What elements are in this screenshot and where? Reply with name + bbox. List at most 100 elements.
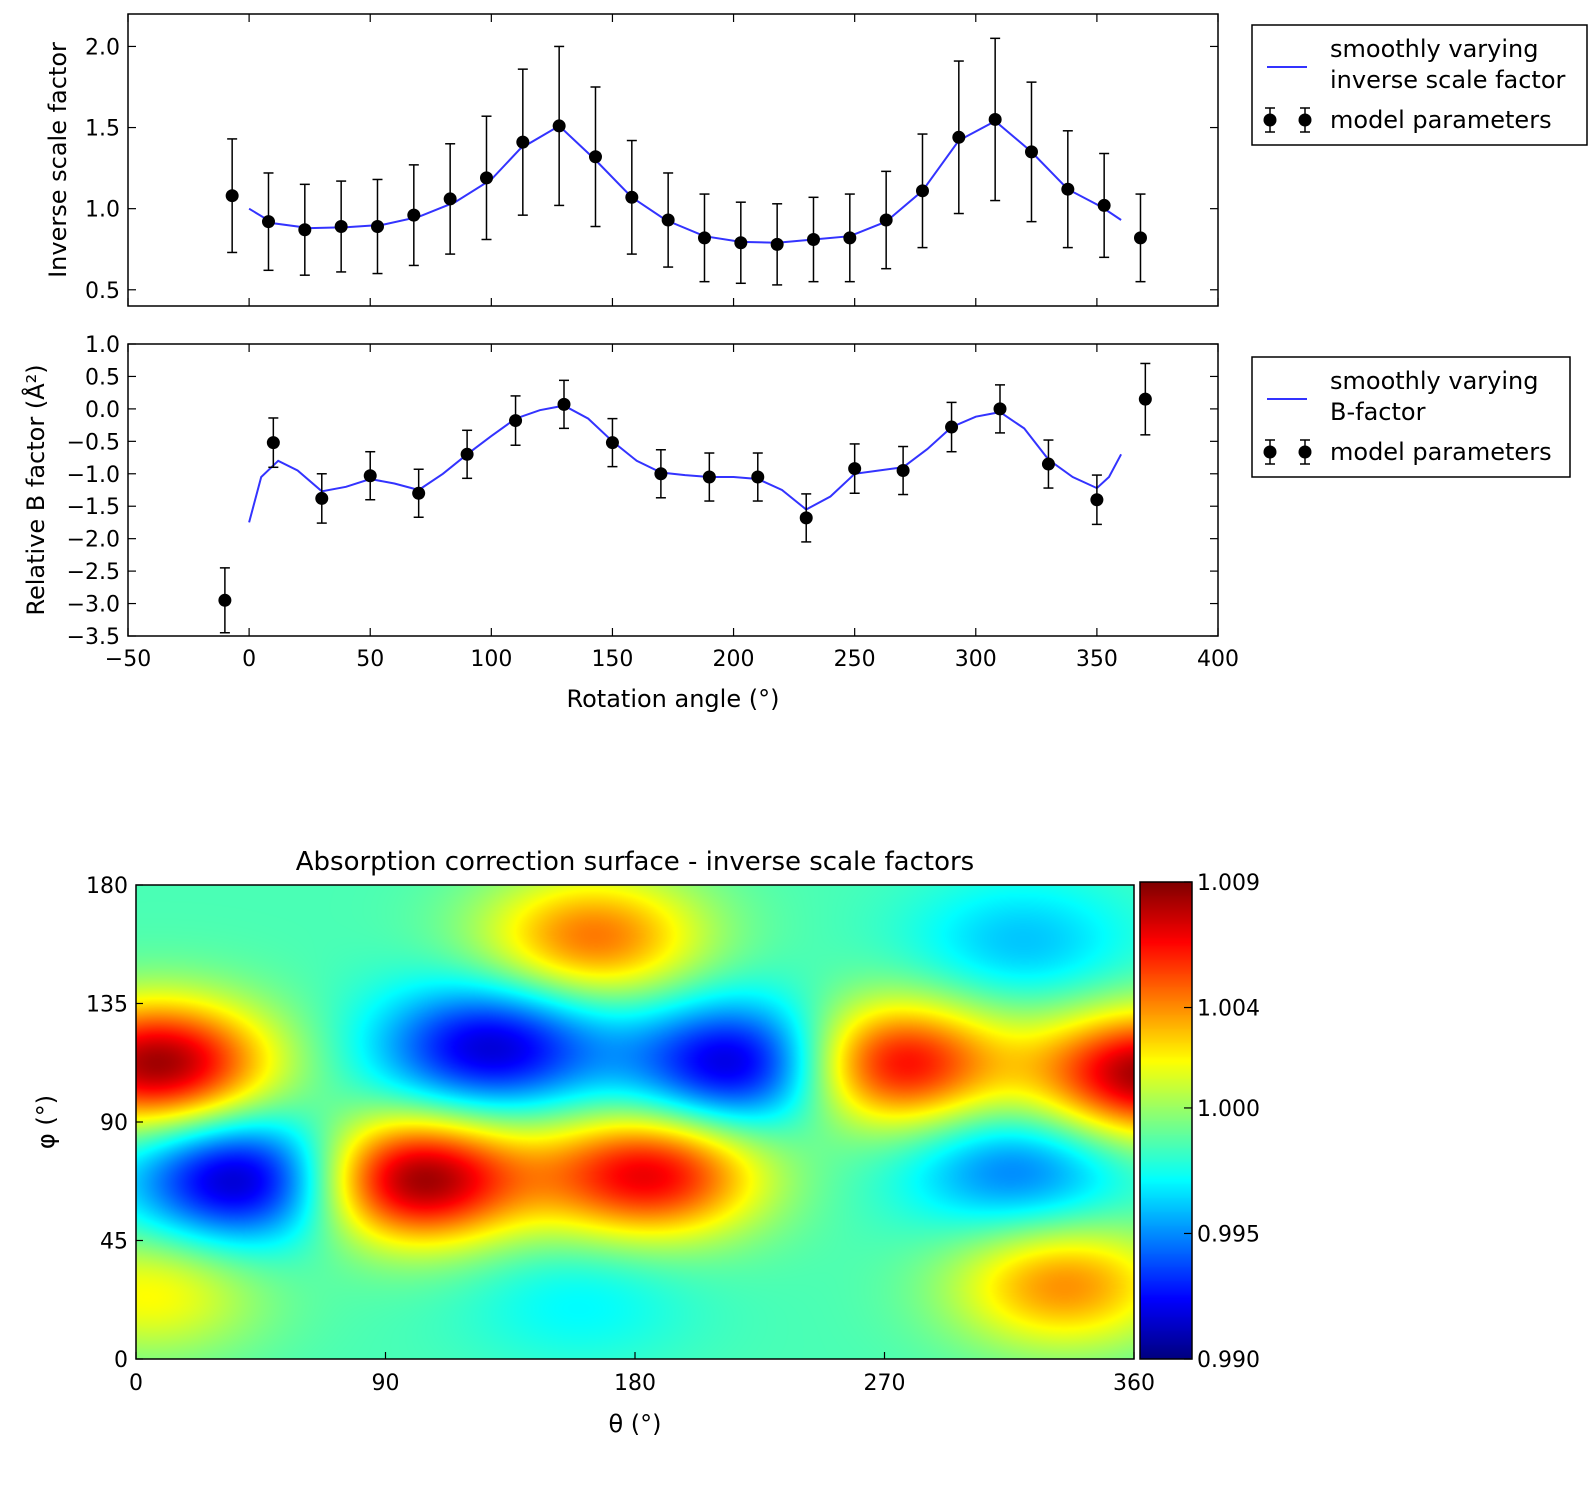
- p1-marker: [661, 213, 675, 227]
- colorbar-frame: [1139, 881, 1193, 1360]
- legend2-line-label-2: B-factor: [1330, 398, 1426, 426]
- p1-marker: [1133, 231, 1147, 245]
- p2-data-point: [993, 384, 1007, 434]
- legend-line-label-1: smoothly varying: [1330, 35, 1538, 63]
- p1-data-point: [370, 178, 384, 275]
- p2-ytick-label: 0.5: [85, 365, 120, 390]
- p1-data-point: [806, 196, 820, 283]
- inverse-scale-smooth-line: [248, 119, 1122, 244]
- p1-marker: [915, 184, 929, 198]
- panel2-xlabel: Rotation angle (°): [567, 685, 780, 713]
- p1-data-point: [1061, 130, 1075, 249]
- p1-data-point: [879, 170, 893, 270]
- p1-marker: [952, 130, 966, 144]
- colorbar-tick-label: 1.004: [1197, 997, 1260, 1022]
- p1-data-point: [1133, 193, 1147, 283]
- legend-points-label: model parameters: [1330, 106, 1552, 134]
- p1-marker: [334, 220, 348, 234]
- heatmap-xlabel: θ (°): [608, 1410, 661, 1438]
- p2-ytick-label: −2.5: [67, 560, 120, 585]
- p2-data-point: [799, 493, 813, 543]
- p1-marker: [879, 213, 893, 227]
- legend-line-label-2: inverse scale factor: [1330, 66, 1566, 94]
- p2-marker: [799, 511, 813, 525]
- heatmap-ytick-label: 45: [100, 1230, 128, 1255]
- p2-marker: [509, 414, 523, 428]
- p1-marker: [261, 215, 275, 229]
- p2-data-point: [945, 401, 959, 453]
- panel-b-factor: −3.5 −3.0 −2.5 −2.0 −1.5 −1.0 −0.5 0.0 0.5 1.0 −5…: [21, 333, 1239, 713]
- p2-data-point: [896, 445, 910, 496]
- panel1-ylabel: Inverse scale factor: [44, 42, 72, 278]
- p1-marker: [806, 232, 820, 246]
- legend-swatch-marker: [1298, 113, 1312, 127]
- heatmap-ylabel: φ (°): [32, 1095, 60, 1149]
- p2-data-point: [605, 417, 619, 468]
- p1-marker: [770, 237, 784, 251]
- p1-marker: [1097, 198, 1111, 212]
- p1-ytick-label: 1.5: [85, 117, 120, 142]
- colorbar-gradient: [1140, 882, 1192, 1359]
- p2-data-point: [557, 379, 571, 430]
- legend-swatch-marker: [1263, 113, 1277, 127]
- p2-marker: [1041, 457, 1055, 471]
- p1-marker: [988, 112, 1002, 126]
- panel2-frame: [127, 343, 1219, 637]
- heatmap-xtick-label: 360: [1113, 1371, 1155, 1396]
- p1-data-point: [298, 183, 312, 276]
- p2-marker: [654, 467, 668, 481]
- heatmap-xtick-label: 270: [864, 1371, 906, 1396]
- panel2-ylabel: Relative B factor (Å²): [21, 364, 50, 615]
- panel1-frame: [127, 13, 1219, 307]
- heatmap-title: Absorption correction surface - inverse …: [296, 847, 974, 877]
- panel-absorption-surface: Absorption correction surface - inverse …: [32, 847, 1155, 1438]
- p2-ytick-label: −1.5: [67, 495, 120, 520]
- p2-marker: [605, 436, 619, 450]
- p2-xtick-label: 50: [356, 647, 384, 672]
- p2-marker: [363, 469, 377, 483]
- p2-data-point: [315, 473, 329, 524]
- p2-marker: [945, 420, 959, 434]
- p2-marker: [557, 397, 571, 411]
- heatmap-ytick-label: 90: [100, 1111, 128, 1136]
- p2-xtick-label: 350: [1076, 647, 1118, 672]
- p1-marker: [479, 171, 493, 185]
- p2-marker: [315, 491, 329, 505]
- heatmap-ytick-label: 180: [86, 874, 128, 899]
- p2-data-point: [1138, 362, 1152, 436]
- p1-marker: [225, 189, 239, 203]
- p1-marker: [588, 150, 602, 164]
- p2-ytick-label: −1.0: [67, 463, 120, 488]
- p2-ytick-label: −2.0: [67, 528, 120, 553]
- p2-ytick-label: 1.0: [85, 333, 120, 358]
- heatmap-ytick-label: 135: [86, 993, 128, 1018]
- p1-data-point: [588, 86, 602, 228]
- p2-data-point: [363, 450, 377, 501]
- p2-data-point: [509, 395, 523, 446]
- p2-data-point: [1041, 439, 1055, 489]
- p1-data-point: [952, 60, 966, 215]
- p1-data-point: [479, 115, 493, 241]
- p2-xtick-label: 100: [470, 647, 512, 672]
- p1-marker: [697, 231, 711, 245]
- p1-data-point: [334, 180, 348, 273]
- p2-data-point: [1090, 474, 1104, 526]
- p1-marker: [407, 208, 421, 222]
- p2-marker: [218, 593, 232, 607]
- p1-marker: [298, 223, 312, 237]
- panel1-legend: smoothly varying inverse scale factor mo…: [1251, 24, 1588, 146]
- p2-marker: [460, 447, 474, 461]
- p1-data-point: [625, 139, 639, 255]
- p2-ytick-label: −3.5: [67, 625, 120, 650]
- p1-marker: [1024, 145, 1038, 159]
- p1-ytick-label: 0.5: [85, 279, 120, 304]
- legend-errorbar-swatch: [1263, 107, 1312, 133]
- legend-swatch-marker: [1298, 445, 1312, 459]
- p2-xtick-label: 200: [713, 647, 755, 672]
- p2-data-point: [751, 452, 765, 502]
- legend-swatch-marker: [1263, 445, 1277, 459]
- p1-marker: [734, 236, 748, 250]
- panel2-legend: smoothly varying B-factor model paramete…: [1251, 356, 1571, 478]
- legend2-points-label: model parameters: [1330, 438, 1552, 466]
